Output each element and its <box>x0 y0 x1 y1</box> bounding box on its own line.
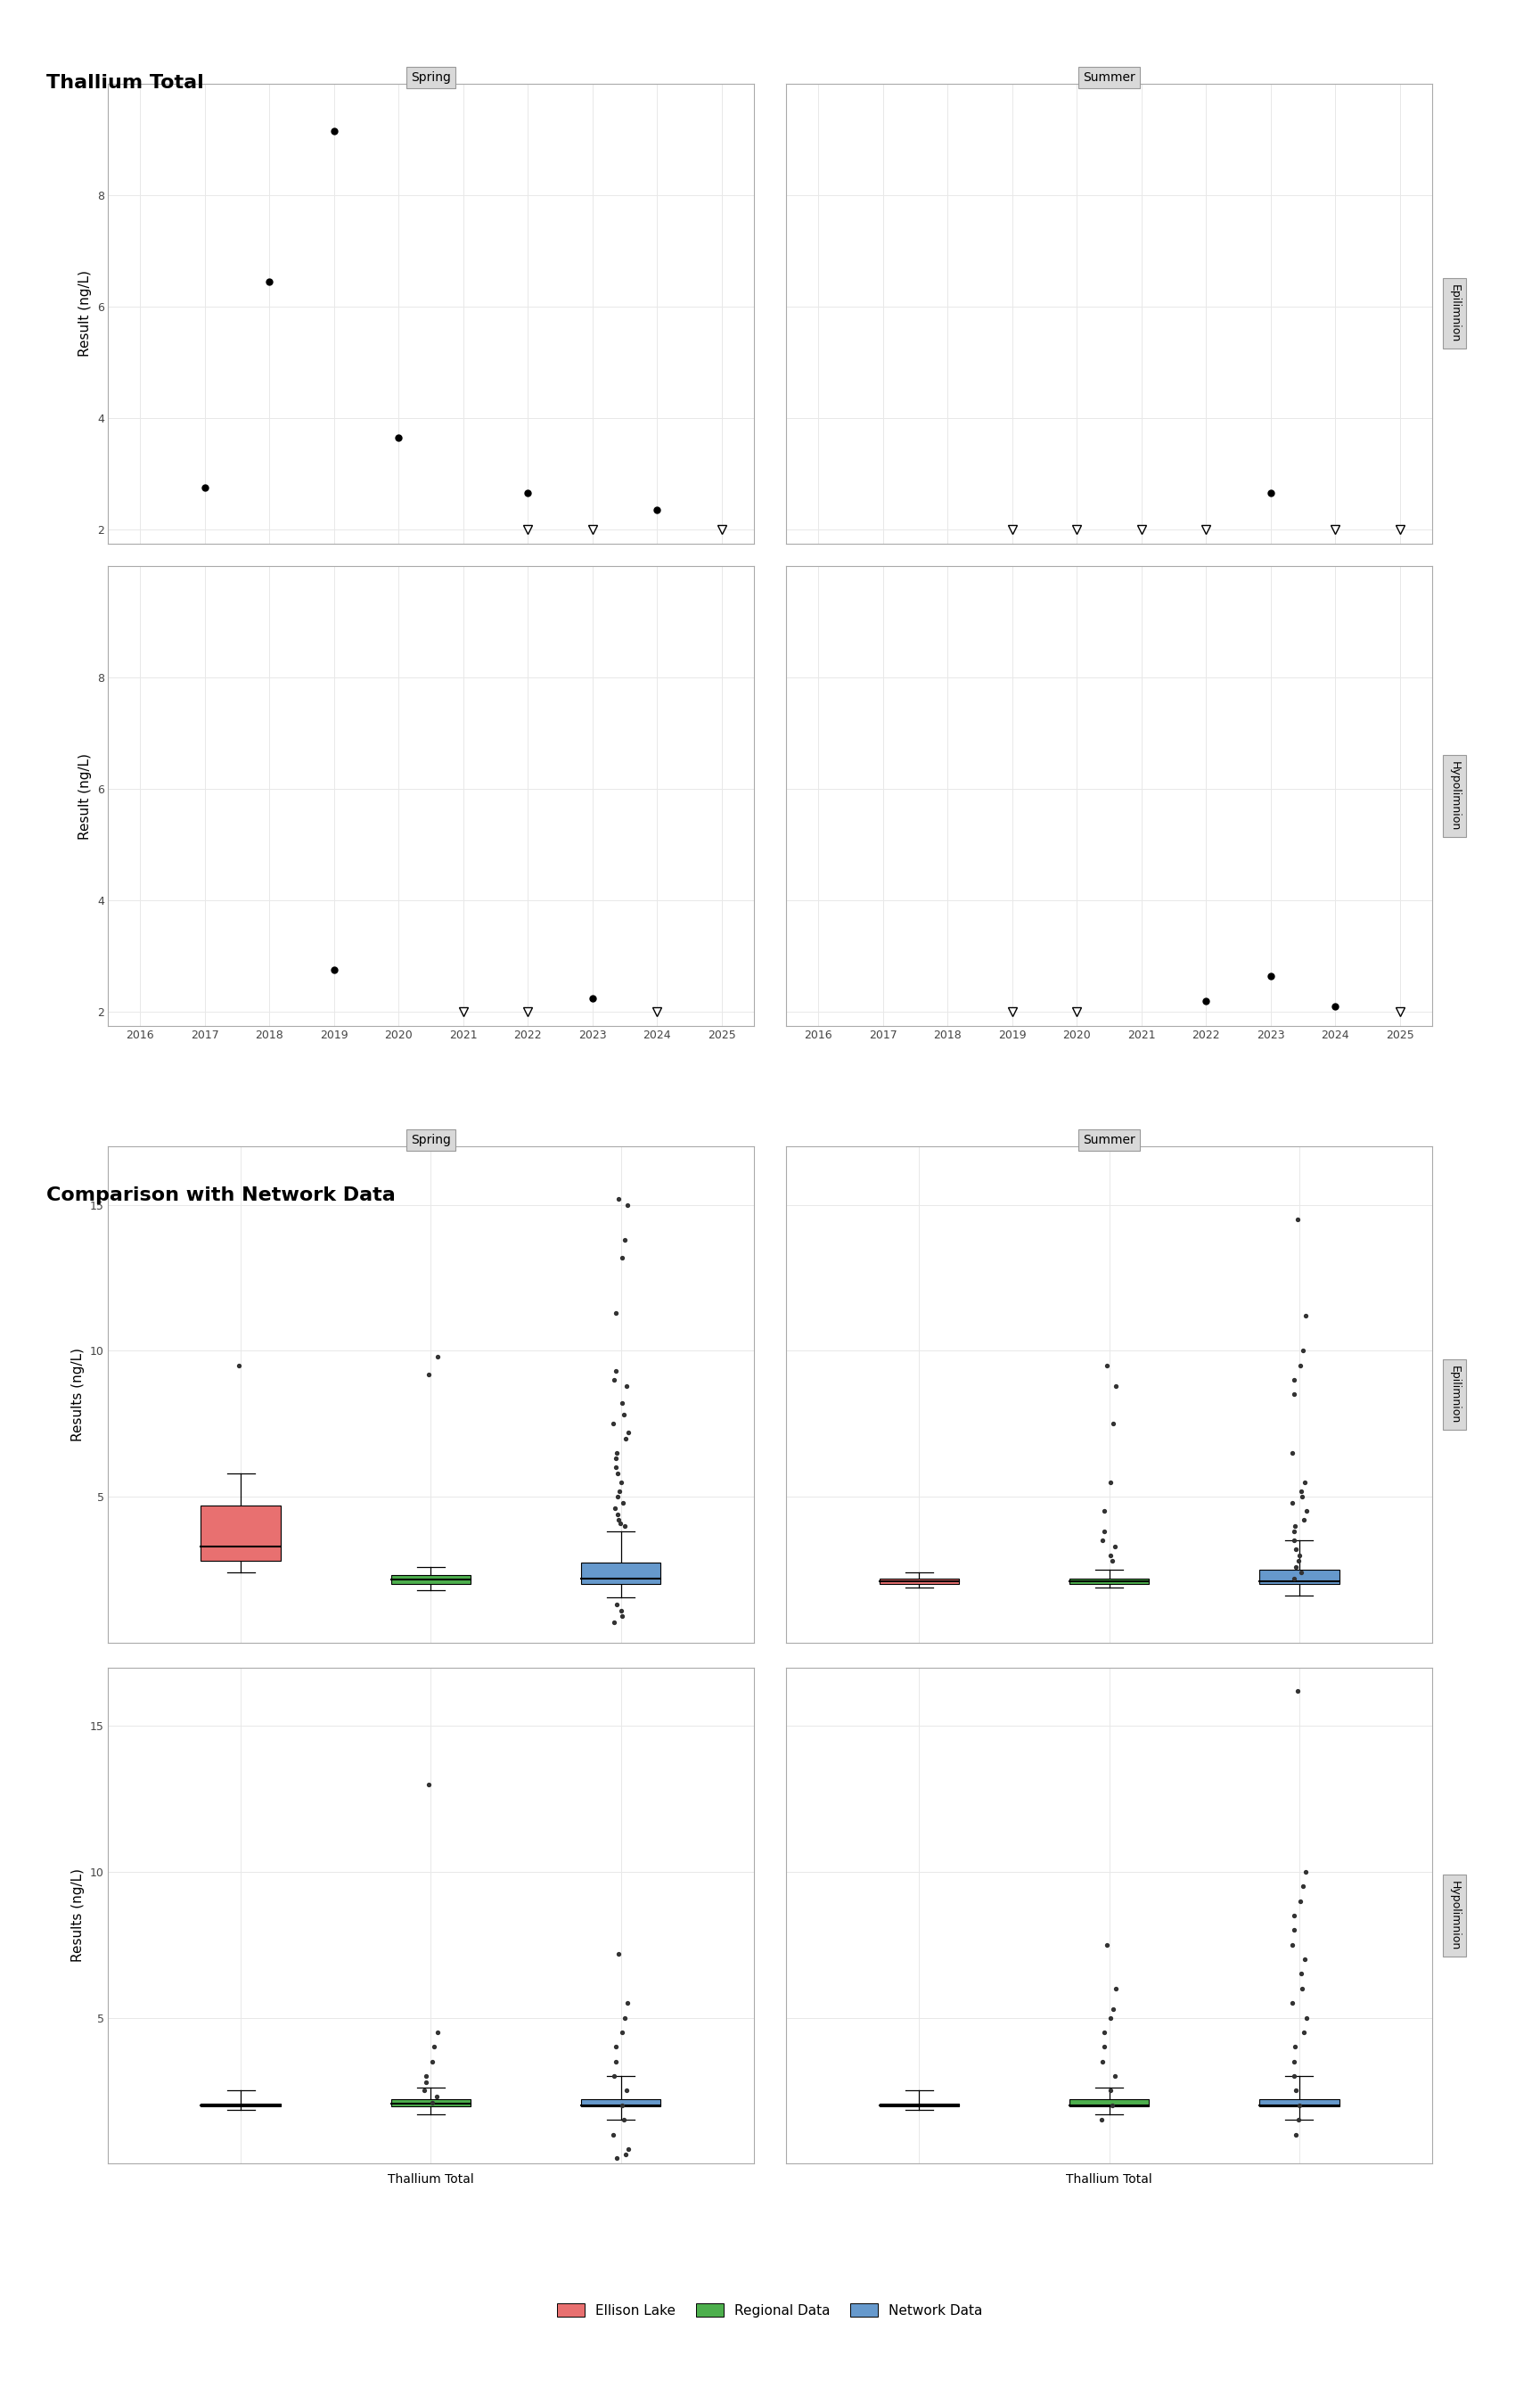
Bar <box>1260 1569 1340 1584</box>
Title: Spring: Spring <box>411 1133 451 1145</box>
Text: Thallium Total: Thallium Total <box>46 74 203 91</box>
Text: Epilimnion: Epilimnion <box>1449 285 1460 343</box>
Bar <box>581 1562 661 1584</box>
Bar <box>1260 2099 1340 2106</box>
Y-axis label: Results (ng/L): Results (ng/L) <box>72 1347 85 1442</box>
Title: Spring: Spring <box>411 72 451 84</box>
Text: Hypolimnion: Hypolimnion <box>1449 762 1460 831</box>
Bar <box>1069 1579 1149 1584</box>
Bar <box>879 2104 959 2106</box>
Legend: Ellison Lake, Regional Data, Network Data: Ellison Lake, Regional Data, Network Dat… <box>557 2303 983 2317</box>
Y-axis label: Results (ng/L): Results (ng/L) <box>72 1869 85 1962</box>
Bar <box>391 1577 471 1584</box>
Bar <box>581 2099 661 2106</box>
X-axis label: Thallium Total: Thallium Total <box>388 2173 474 2185</box>
Text: Hypolimnion: Hypolimnion <box>1449 1881 1460 1950</box>
Text: Epilimnion: Epilimnion <box>1449 1366 1460 1423</box>
Bar <box>391 2099 471 2106</box>
Title: Summer: Summer <box>1083 72 1135 84</box>
Text: Comparison with Network Data: Comparison with Network Data <box>46 1186 396 1203</box>
X-axis label: Thallium Total: Thallium Total <box>1066 2173 1152 2185</box>
Y-axis label: Result (ng/L): Result (ng/L) <box>79 271 92 357</box>
Bar <box>1069 2099 1149 2106</box>
Title: Summer: Summer <box>1083 1133 1135 1145</box>
Bar <box>200 2104 280 2106</box>
Bar <box>879 1579 959 1584</box>
Y-axis label: Result (ng/L): Result (ng/L) <box>79 752 92 839</box>
Bar <box>200 1505 280 1560</box>
